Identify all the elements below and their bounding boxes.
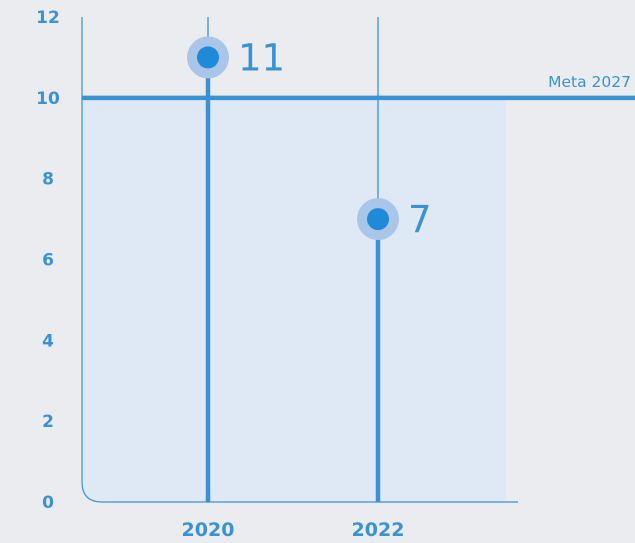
data-labels: 11 7 [238,36,432,241]
y-axis-line [81,17,103,503]
data-points [187,36,399,241]
reference-line-label: Meta 2027 [548,73,631,91]
y-tick-label: 4 [42,331,54,351]
x-tick-label: 2020 [182,519,235,541]
y-tick-label: 6 [42,251,54,271]
data-point [367,208,389,231]
data-label: 7 [408,198,432,241]
y-tick-label: 8 [42,170,54,190]
y-tick-labels: 0 2 4 6 8 10 12 [36,8,60,513]
data-point [197,46,219,69]
target-band [82,97,506,502]
y-tick-label: 0 [42,493,54,513]
x-tick-label: 2022 [352,519,405,541]
y-tick-label: 12 [36,8,60,28]
x-tick-labels: 2020 2022 [182,519,405,541]
data-label: 11 [238,36,285,79]
value-stems [205,57,381,502]
y-tick-label: 10 [36,89,60,109]
y-tick-label: 2 [42,412,54,432]
